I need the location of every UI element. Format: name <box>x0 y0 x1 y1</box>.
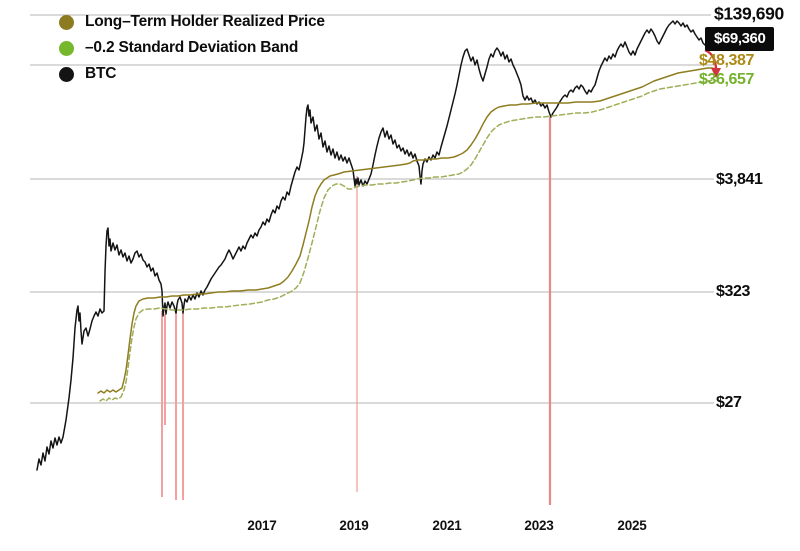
legend-label: –0.2 Standard Deviation Band <box>85 39 299 56</box>
legend-item-lth-realized-price: Long–Term Holder Realized Price <box>59 9 325 35</box>
year-label: 2017 <box>247 518 277 533</box>
legend-swatch-green-icon <box>59 40 74 56</box>
year-label: 2021 <box>432 518 462 533</box>
price-label: $69,360 <box>705 27 775 51</box>
year-label: 2019 <box>339 518 369 533</box>
price-label: $36,657 <box>699 71 755 88</box>
legend-item-sd-band: –0.2 Standard Deviation Band <box>59 35 325 61</box>
year-label: 2023 <box>524 518 554 533</box>
price-label: $139,690 <box>714 3 784 24</box>
price-label: $3,841 <box>716 171 763 188</box>
price-label: $27 <box>716 394 742 411</box>
price-label: $48,387 <box>699 52 755 69</box>
legend-label: BTC <box>85 65 117 82</box>
price-label: $323 <box>716 283 750 300</box>
legend-label: Long–Term Holder Realized Price <box>85 13 325 30</box>
series-minus-0-2-sd-band <box>99 79 718 402</box>
legend: Long–Term Holder Realized Price –0.2 Sta… <box>59 9 325 87</box>
arrowhead-icon <box>711 68 721 78</box>
legend-item-btc: BTC <box>59 61 325 87</box>
year-label: 2025 <box>617 518 647 533</box>
series-btc <box>36 20 714 471</box>
legend-swatch-olive-icon <box>59 14 74 30</box>
legend-swatch-black-icon <box>59 66 74 82</box>
series-lth-realized-price <box>97 67 717 394</box>
